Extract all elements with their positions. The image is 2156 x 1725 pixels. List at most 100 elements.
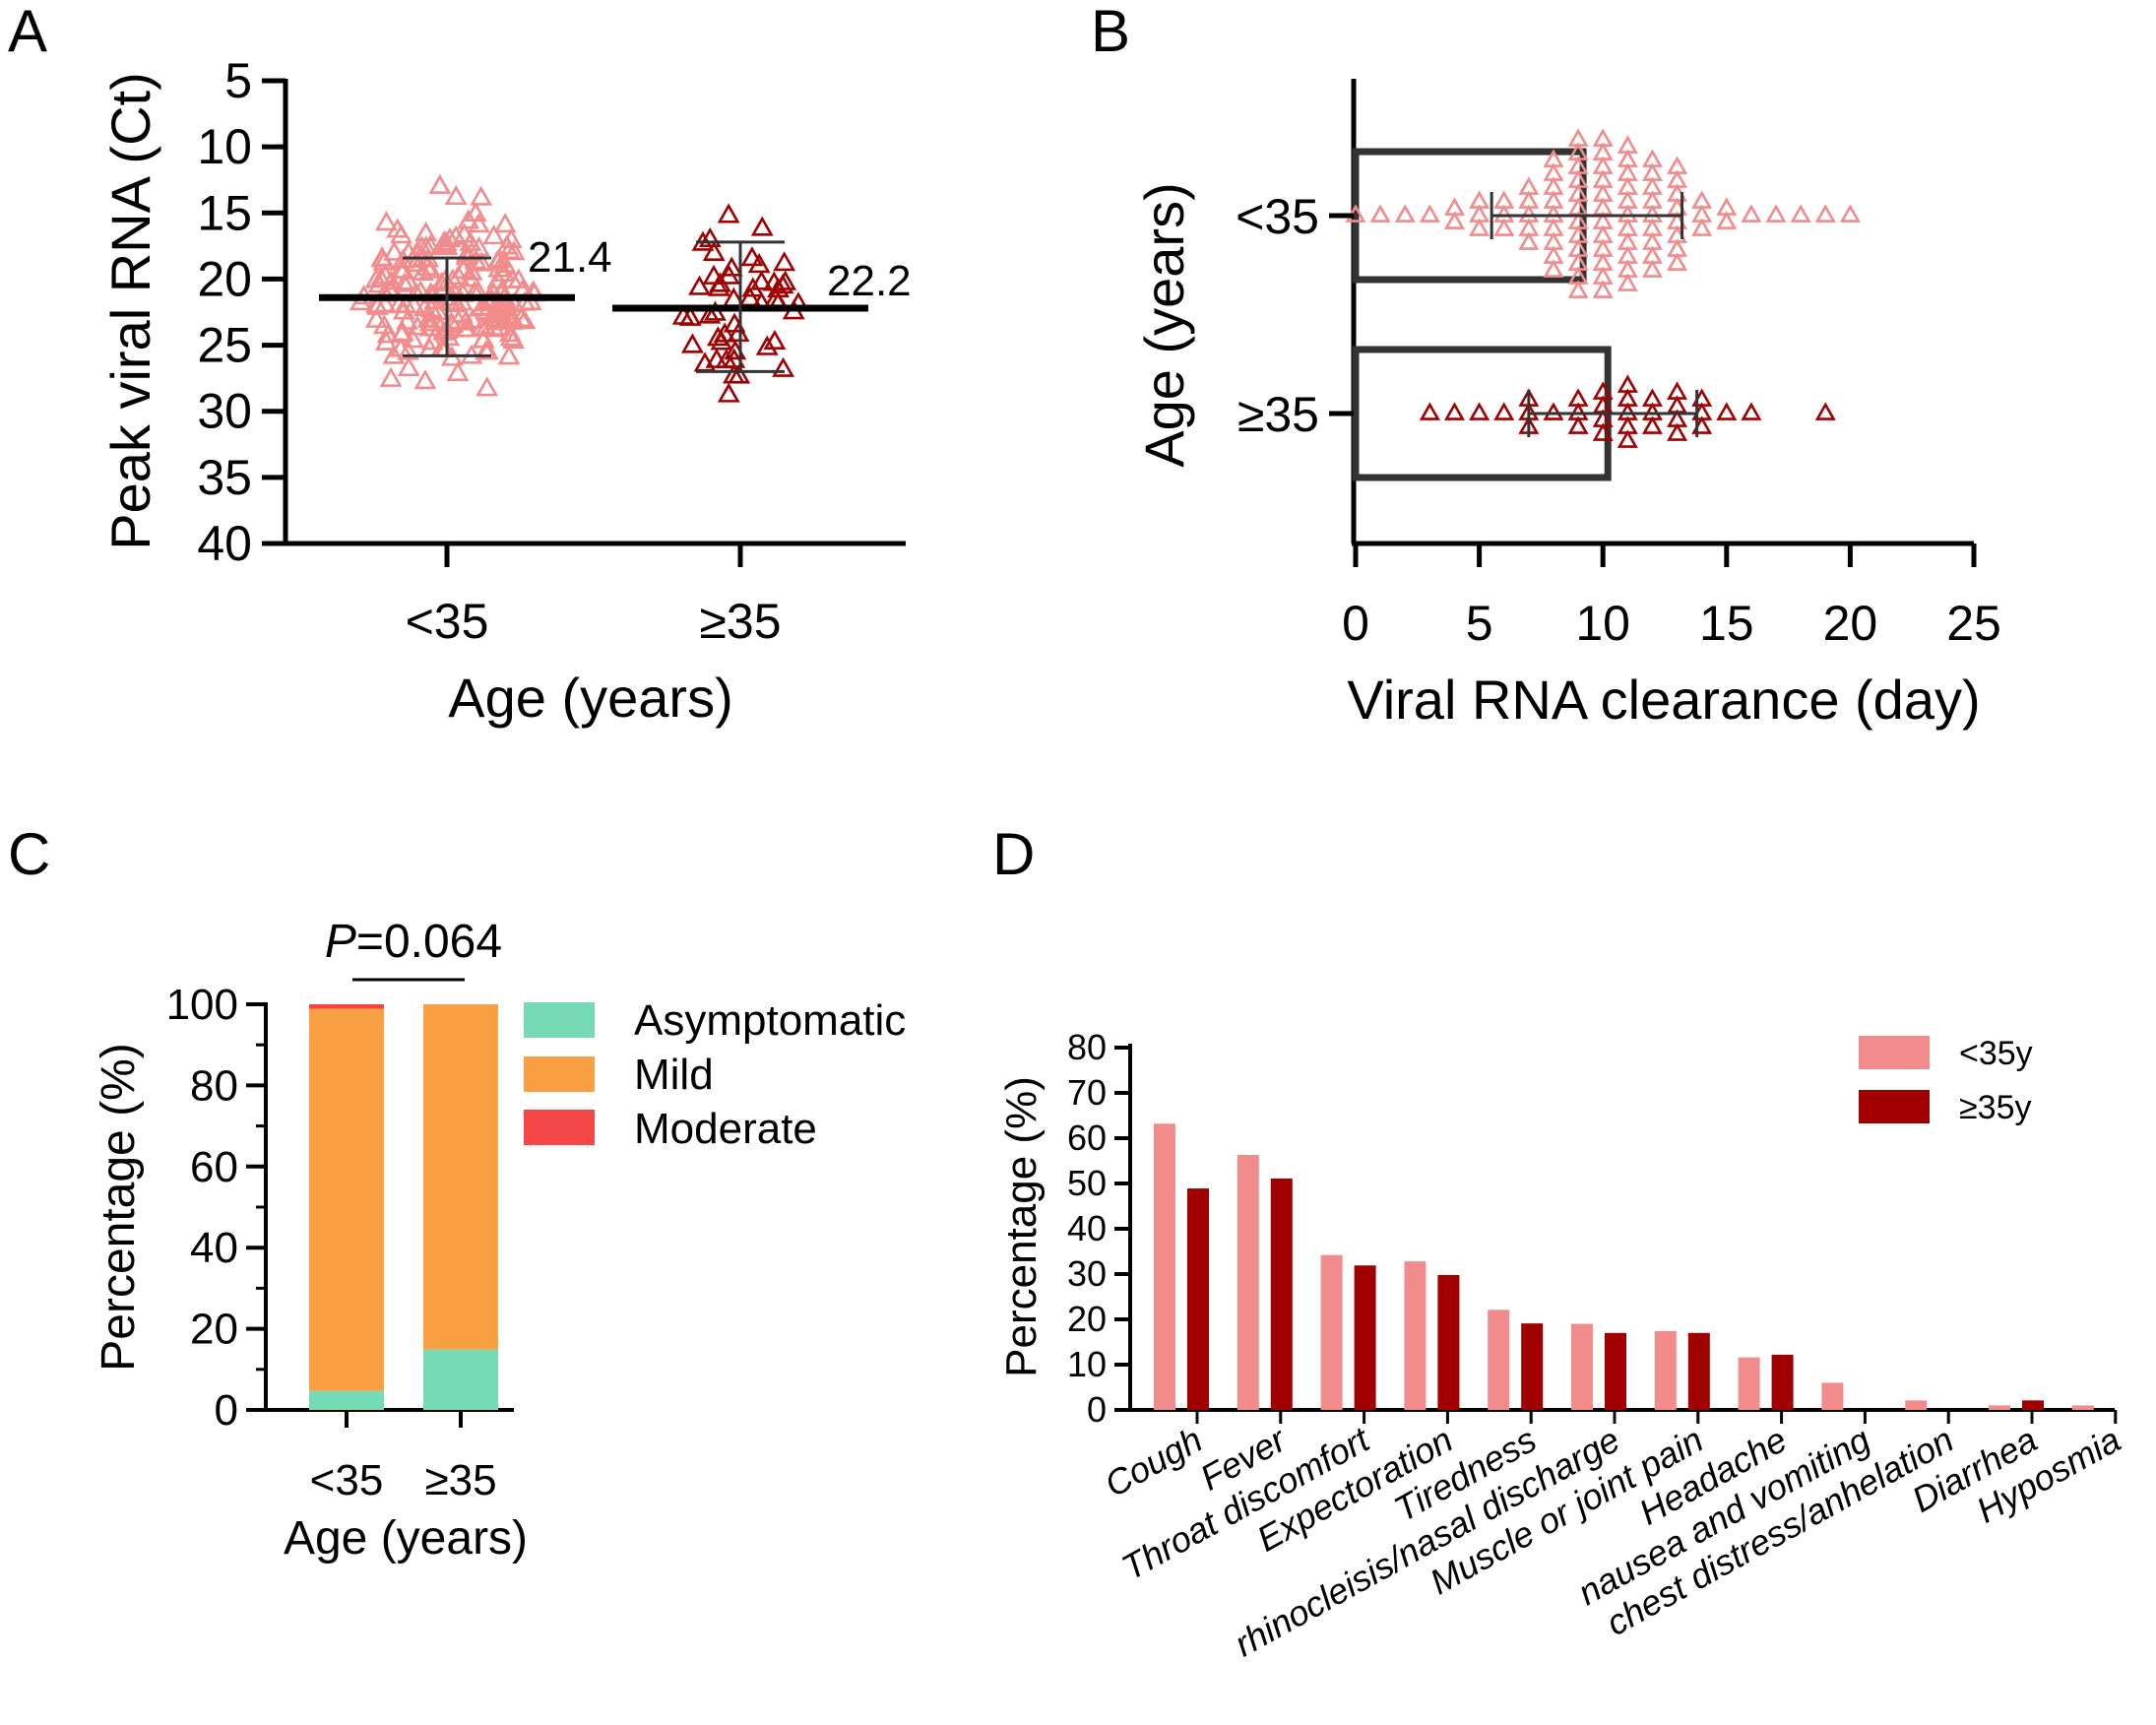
panel-b-point: [1667, 252, 1688, 271]
panel-a-point: [459, 267, 482, 288]
panel-b-x-title: Viral RNA clearance (day): [1347, 669, 1980, 731]
panel-a-point: [482, 306, 506, 327]
panel-c-y-tick-label: 40: [190, 1224, 238, 1272]
panel-b-y-title: Age (years): [1133, 182, 1195, 467]
panel-a-y-tick-label: 5: [224, 53, 252, 108]
panel-a-point: [717, 382, 740, 403]
panel-a-y-ticks: 5 10 15 20 25 30 35 40: [197, 53, 743, 571]
legend-label-young: <35y: [1959, 1035, 2033, 1072]
legend-swatch-mild: [524, 1056, 595, 1092]
panel-d-y-tick-label: 20: [1067, 1299, 1107, 1339]
panel-c-y-tick-label: 0: [215, 1386, 238, 1435]
panel-b-point: [1394, 204, 1416, 223]
panel-c-y-tick-label: 100: [166, 981, 238, 1029]
panel-a-point: [717, 203, 740, 224]
panel-a: A 5 10 15 20 25 30 35 40 <35 ≥35 Age (years) Pe…: [8, 0, 912, 729]
panel-b-x-ticks: 0 5 10 15 20 25: [1342, 543, 2001, 651]
panel-a-y-tick-label: 30: [197, 384, 252, 439]
panel-a-point: [493, 213, 517, 233]
panel-d-bar: [1771, 1354, 1794, 1410]
panel-a-point: [376, 323, 400, 344]
panel-a-point: [444, 184, 468, 206]
panel-a-y-tick-label: 40: [197, 516, 252, 571]
panel-a-point: [476, 291, 499, 312]
panel-a-point: [460, 260, 483, 281]
panel-c-bar-segment: [309, 1390, 384, 1410]
panel-a-point: [747, 253, 771, 274]
panel-a-point: [413, 369, 437, 390]
panel-c-p-label: P: [325, 916, 356, 968]
panel-b-point: [1814, 402, 1836, 420]
panel-d-bar: [1270, 1178, 1293, 1410]
panel-d-y-tick-label: 50: [1067, 1163, 1107, 1203]
panel-a-x-tick-young: <35: [406, 594, 489, 649]
panel-b-point: [1790, 204, 1811, 223]
panel-a-point: [738, 287, 762, 307]
panel-a-point: [702, 240, 726, 261]
panel-a-point: [715, 348, 738, 369]
panel-a-point: [397, 270, 420, 290]
panel-a-point: [502, 328, 526, 350]
panel-a-point: [740, 246, 764, 267]
panel-b-point: [1617, 429, 1638, 448]
panel-b-point: [1617, 273, 1638, 291]
panel-d-bars: [1154, 1123, 2094, 1410]
panel-a-point: [396, 309, 419, 330]
panel-b-y-tick-young: <35: [1236, 189, 1319, 244]
panel-a-point: [468, 235, 490, 257]
panel-b-point: [1667, 422, 1688, 441]
legend-label-mild: Mild: [634, 1051, 714, 1099]
panel-d-y-tick-label: 60: [1067, 1118, 1107, 1158]
panel-a-y-tick-label: 35: [197, 450, 252, 505]
panel-d-y-tick-label: 0: [1087, 1389, 1107, 1430]
panel-b-point: [1765, 204, 1787, 223]
panel-a-point: [461, 308, 484, 329]
panel-a-point: [720, 256, 743, 277]
panel-c-y-title: Percentage (%): [93, 1043, 145, 1372]
panel-a-mean-label-old: 22.2: [827, 257, 912, 305]
panel-a-point: [392, 299, 415, 320]
panel-c-p-number: =0.064: [356, 916, 502, 968]
panel-a-x-title: Age (years): [448, 667, 732, 729]
panel-b-y-tick-old: ≥35: [1237, 387, 1319, 442]
panel-d-bar: [1237, 1155, 1259, 1410]
panel-a-point: [453, 223, 476, 243]
panel-a-point: [470, 185, 493, 206]
panel-b-point: [1443, 211, 1465, 229]
panel-b-x-tick-label: 0: [1342, 596, 1369, 651]
panel-b-point: [1716, 211, 1738, 229]
panel-a-point: [365, 292, 388, 313]
panel-c-y-tick-label: 60: [190, 1143, 238, 1191]
panel-a-point: [702, 264, 726, 285]
panel-a-point: [472, 328, 495, 349]
panel-a-point: [428, 173, 452, 194]
panel-d-bar: [1905, 1400, 1928, 1410]
panel-c-letter: C: [8, 821, 50, 887]
panel-c-p-value: P=0.064: [325, 916, 502, 968]
panel-c: C 0 20 40 60 80 100 P=0.064 <35 ≥35 Age (year…: [8, 821, 906, 1565]
panel-b-point: [1741, 402, 1762, 420]
panel-a-point: [671, 304, 695, 325]
panel-a-point: [493, 309, 517, 330]
panel-d-bar: [1154, 1123, 1175, 1410]
panel-a-point: [382, 344, 406, 364]
panel-a-point: [717, 264, 740, 285]
panel-a-point: [772, 356, 794, 377]
panel-a-y-tick-label: 15: [197, 185, 252, 240]
legend-label-old: ≥35y: [1959, 1089, 2031, 1126]
panel-b-point: [1641, 259, 1663, 278]
panel-d-bar: [1354, 1265, 1376, 1410]
panel-b-x-tick-label: 15: [1699, 596, 1754, 651]
legend-label-moderate: Moderate: [634, 1105, 817, 1153]
panel-a-point: [698, 226, 722, 248]
panel-b-point: [1839, 204, 1861, 223]
panel-a-y-tick-label: 25: [197, 318, 252, 373]
panel-d-bar: [1989, 1405, 2010, 1410]
panel-a-point: [710, 330, 733, 351]
legend-swatch-moderate: [524, 1110, 595, 1145]
panel-a-point: [445, 292, 469, 313]
panel-d-bar: [1187, 1188, 1209, 1410]
